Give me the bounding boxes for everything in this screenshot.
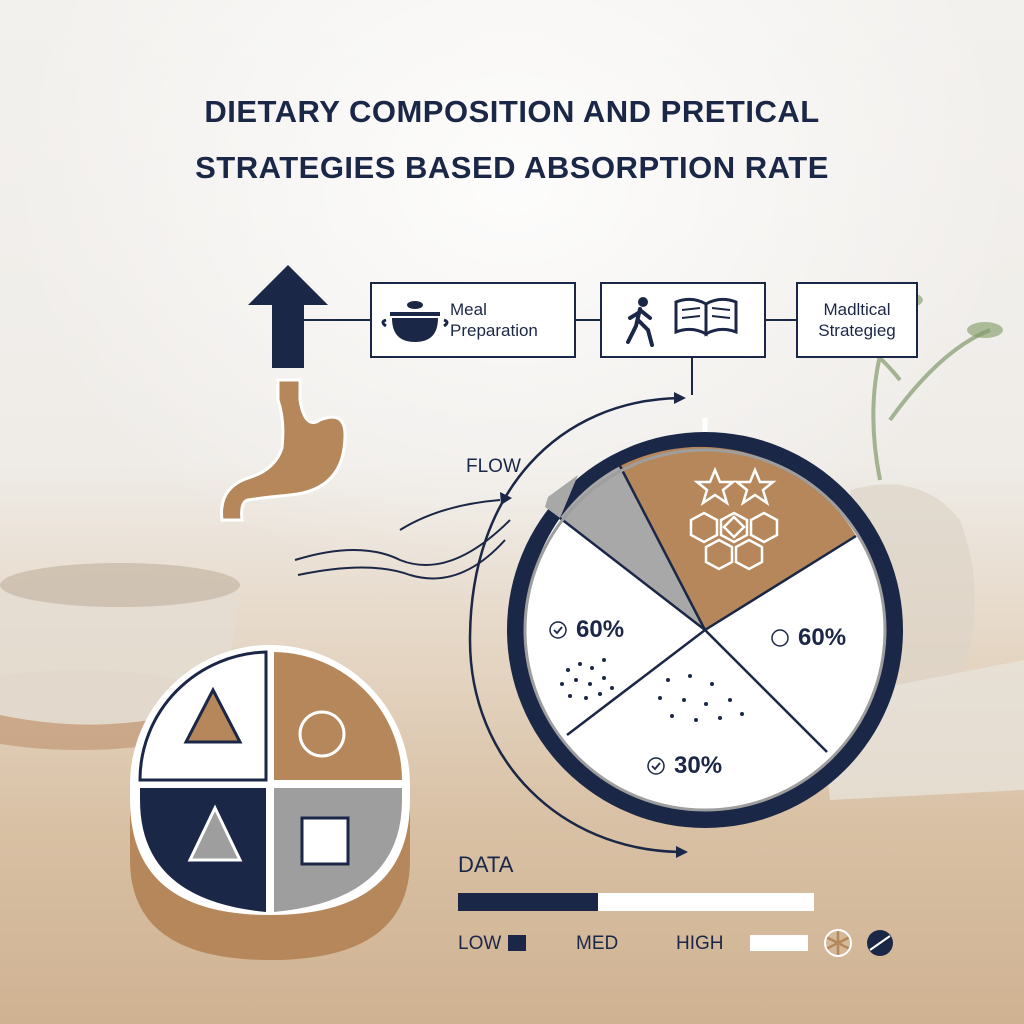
pie-slice-right — [705, 536, 880, 752]
pie-label-left: 60% — [548, 616, 624, 644]
triangle-icon — [187, 804, 243, 862]
check-circle-icon — [647, 757, 665, 775]
pie-label-bottom: 30% — [646, 752, 722, 780]
square-icon — [300, 816, 350, 866]
meal-preparation-line-1: Meal — [450, 300, 487, 319]
med-label: MED — [576, 933, 619, 954]
pie-label-right: 60% — [770, 624, 846, 652]
strategies-line-1: Madltical — [823, 300, 891, 319]
star-icon — [693, 466, 777, 506]
strategies-box: Madltical Strategieg — [796, 282, 918, 358]
high-swatch — [750, 935, 808, 951]
dot-pattern-bottom — [658, 674, 744, 722]
pie-slice-left — [527, 518, 705, 735]
pie-label-left-value: 60% — [576, 616, 625, 643]
data-bar-fill — [458, 893, 598, 911]
low-label: LOW — [458, 933, 502, 954]
strategies-line-2: Strategieg — [818, 321, 896, 340]
page-title: Dietary Composition and Pretical Strateg… — [0, 84, 1024, 196]
title-line-2: Strategies Based Absorption Rate — [195, 150, 829, 185]
triangle-icon — [183, 686, 243, 744]
hexagon-cluster-icon — [689, 511, 779, 571]
dot-pattern-left — [560, 658, 614, 700]
title-line-1: Dietary Composition and Pretical — [204, 94, 820, 129]
circle-icon — [771, 629, 789, 647]
meal-preparation-line-2: Preparation — [450, 321, 538, 340]
data-label: DATA — [458, 852, 514, 877]
high-label: HIGH — [676, 933, 724, 954]
circle-icon — [298, 710, 346, 758]
pie-label-bottom-value: 30% — [674, 752, 723, 779]
check-circle-icon — [549, 621, 567, 639]
activity-reading-box — [600, 282, 766, 358]
pill-icon — [867, 930, 893, 956]
flow-label: FLOW — [466, 456, 521, 477]
pie-ring-gray-segment — [545, 475, 578, 518]
snowflake-icon — [825, 930, 851, 956]
pie-label-right-value: 60% — [798, 624, 847, 651]
low-swatch — [508, 935, 526, 951]
pie-slice-bottom — [567, 630, 827, 800]
pie-slice-gray — [560, 466, 705, 630]
